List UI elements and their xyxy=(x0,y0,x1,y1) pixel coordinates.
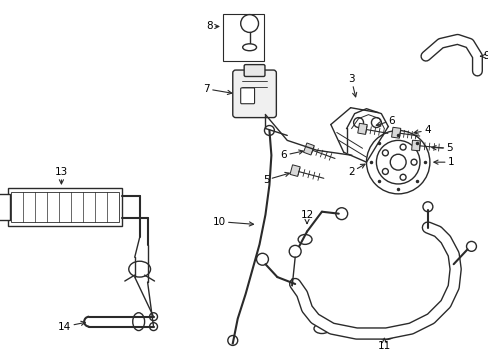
Text: 14: 14 xyxy=(58,321,85,332)
Text: 2: 2 xyxy=(347,164,364,177)
FancyBboxPatch shape xyxy=(244,64,264,76)
Polygon shape xyxy=(289,165,300,176)
Text: 12: 12 xyxy=(300,210,313,224)
Bar xyxy=(0,194,10,220)
FancyBboxPatch shape xyxy=(232,70,276,118)
Bar xyxy=(11,192,119,222)
Polygon shape xyxy=(357,123,366,134)
Bar xyxy=(8,188,122,226)
Polygon shape xyxy=(411,140,420,151)
Text: 5: 5 xyxy=(431,143,451,153)
Text: 6: 6 xyxy=(280,150,303,160)
Text: 11: 11 xyxy=(377,338,390,351)
Text: 1: 1 xyxy=(433,157,453,167)
Text: 7: 7 xyxy=(203,84,231,95)
Text: 6: 6 xyxy=(375,116,394,126)
FancyBboxPatch shape xyxy=(240,88,254,104)
Text: 5: 5 xyxy=(262,172,289,185)
Text: 10: 10 xyxy=(212,217,253,226)
Polygon shape xyxy=(303,143,314,155)
Text: 3: 3 xyxy=(347,74,356,97)
Text: 4: 4 xyxy=(413,126,430,135)
Polygon shape xyxy=(391,127,400,138)
Text: 8: 8 xyxy=(206,22,219,31)
Text: 13: 13 xyxy=(55,167,68,184)
Bar xyxy=(223,14,264,61)
Text: 9: 9 xyxy=(480,51,488,61)
